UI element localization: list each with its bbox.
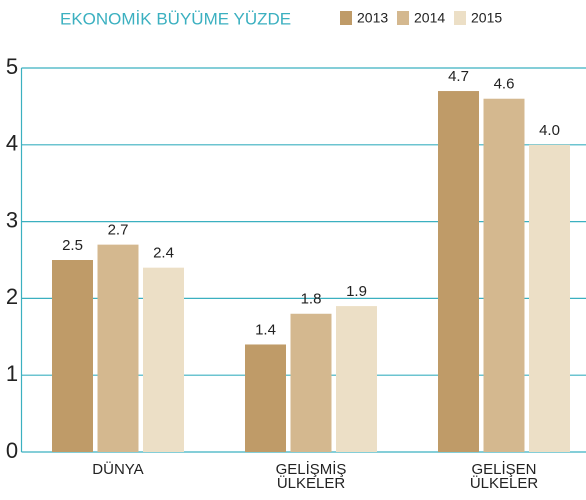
y-tick-label: 2 <box>6 284 18 309</box>
x-tick-label: GELİŞEN ÜLKELER <box>470 460 539 492</box>
bar <box>483 98 525 452</box>
data-label: 4.0 <box>539 122 560 139</box>
legend-swatch <box>454 11 466 25</box>
y-tick-label: 1 <box>6 361 18 386</box>
data-label: 4.7 <box>448 68 469 85</box>
data-label: 1.8 <box>301 291 322 308</box>
chart-title: EKONOMİK BÜYÜME YÜZDE <box>60 9 291 28</box>
y-tick-label: 4 <box>6 131 18 156</box>
y-tick-label: 3 <box>6 207 18 232</box>
data-label: 1.4 <box>255 321 276 338</box>
y-tick-label: 5 <box>6 54 18 79</box>
data-label: 2.7 <box>108 222 129 239</box>
bar <box>438 91 479 452</box>
data-label: 2.4 <box>153 245 174 262</box>
bar <box>245 344 286 452</box>
data-label: 1.9 <box>346 283 367 300</box>
bar <box>529 144 570 453</box>
data-label: 4.6 <box>494 76 515 93</box>
legend-swatch <box>340 11 352 25</box>
bar <box>143 267 184 452</box>
legend-label: 2013 <box>357 10 388 26</box>
bar <box>290 313 332 452</box>
bar <box>97 244 139 452</box>
x-tick-label: DÜNYA <box>92 460 143 478</box>
data-label: 2.5 <box>62 237 83 254</box>
bar <box>336 306 377 452</box>
y-tick-label: 0 <box>6 438 18 463</box>
legend-label: 2014 <box>414 10 445 26</box>
x-tick-label: GELİŞMİŞ ÜLKELER <box>276 460 347 492</box>
legend-label: 2015 <box>471 10 502 26</box>
legend-swatch <box>397 11 409 25</box>
bar <box>52 260 93 452</box>
